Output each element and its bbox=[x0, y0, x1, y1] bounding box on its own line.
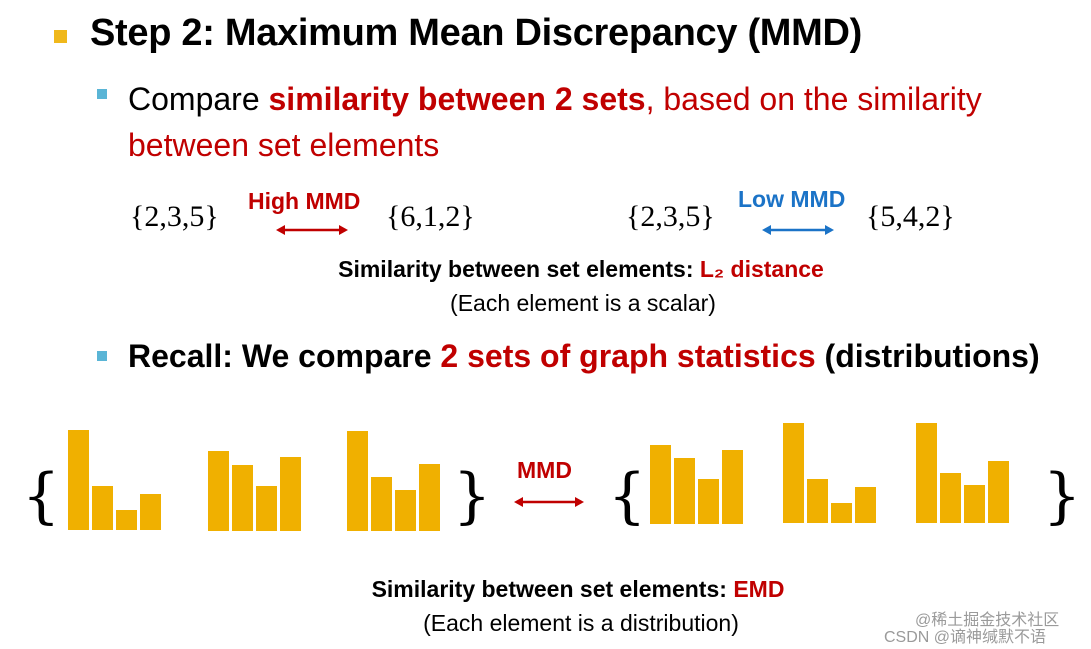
bullet-2-text: Recall: We compare 2 sets of graph stati… bbox=[128, 338, 1040, 375]
bullet-2-prefix: Recall: We compare bbox=[128, 338, 441, 374]
histogram-bar bbox=[988, 461, 1009, 523]
histogram-bar bbox=[92, 486, 113, 530]
histogram-bar bbox=[783, 423, 804, 523]
histogram-bar bbox=[722, 450, 743, 524]
histogram-bar bbox=[68, 430, 89, 530]
sub-bullet-2 bbox=[97, 351, 107, 361]
heading-bullet bbox=[54, 30, 67, 43]
histogram-bar bbox=[395, 490, 416, 531]
distribution-caption-prefix: Similarity between set elements: bbox=[371, 576, 734, 602]
histogram-bar bbox=[916, 423, 937, 523]
example-right-set-a: {2,3,5} bbox=[626, 200, 715, 233]
histogram-bar bbox=[940, 473, 961, 523]
bullet-1-line2: between set elements bbox=[128, 127, 440, 163]
mmd-arrow-icon bbox=[514, 497, 584, 507]
sub-bullet-1 bbox=[97, 89, 107, 99]
histogram-bar bbox=[674, 458, 695, 524]
bullet-2-emphasis: 2 sets of graph statistics bbox=[440, 338, 816, 374]
histogram-bar bbox=[371, 477, 392, 531]
histogram-bar bbox=[419, 464, 440, 531]
histogram-bar bbox=[855, 487, 876, 523]
histogram-bar bbox=[232, 465, 253, 531]
histogram-bar bbox=[650, 445, 671, 524]
bullet-1-rest: , based on the similarity bbox=[645, 81, 982, 117]
watermark-line-1: @稀土掘金技术社区 bbox=[915, 612, 1060, 629]
mmd-label: MMD bbox=[517, 457, 572, 483]
set-a-close-brace: } bbox=[453, 461, 492, 531]
scalar-caption-emphasis: L₂ distance bbox=[699, 256, 824, 282]
scalar-caption-prefix: Similarity between set elements: bbox=[338, 256, 700, 282]
set-b-open-brace: { bbox=[608, 461, 647, 531]
example-left-set-b: {6,1,2} bbox=[386, 200, 475, 233]
histogram-bar bbox=[116, 510, 137, 530]
watermark-line-2: CSDN @谪神缄默不语 bbox=[884, 629, 1047, 646]
histogram-bar bbox=[208, 451, 229, 531]
low-mmd-label: Low MMD bbox=[738, 186, 846, 212]
distribution-caption: Similarity between set elements: EMD bbox=[0, 576, 1091, 603]
example-right-set-b: {5,4,2} bbox=[866, 200, 955, 233]
example-left-set-a: {2,3,5} bbox=[130, 200, 219, 233]
high-mmd-label: High MMD bbox=[248, 188, 361, 214]
histogram-bar bbox=[698, 479, 719, 524]
scalar-caption-note: (Each element is a scalar) bbox=[450, 290, 716, 316]
set-a-open-brace: { bbox=[22, 461, 61, 531]
distribution-caption-emphasis: EMD bbox=[733, 576, 785, 602]
histogram-bar bbox=[280, 457, 301, 531]
slide-title: Step 2: Maximum Mean Discrepancy (MMD) bbox=[90, 12, 862, 54]
bullet-2-suffix: (distributions) bbox=[815, 338, 1040, 374]
histogram-bar bbox=[831, 503, 852, 523]
bullet-1-emphasis: similarity between 2 sets bbox=[268, 81, 646, 117]
set-b-close-brace: } bbox=[1043, 461, 1082, 531]
bullet-1-prefix: Compare bbox=[128, 81, 269, 117]
distribution-caption-note: (Each element is a distribution) bbox=[423, 610, 739, 636]
histogram-bar bbox=[140, 494, 161, 530]
histogram-bar bbox=[256, 486, 277, 531]
bullet-1-text: Compare similarity between 2 sets, based… bbox=[128, 76, 982, 168]
scalar-caption: Similarity between set elements: L₂ dist… bbox=[0, 256, 1091, 283]
histogram-bar bbox=[964, 485, 985, 523]
high-mmd-arrow-icon bbox=[276, 225, 348, 235]
low-mmd-arrow-icon bbox=[762, 225, 834, 235]
histogram-bar bbox=[807, 479, 828, 523]
histogram-bar bbox=[347, 431, 368, 531]
